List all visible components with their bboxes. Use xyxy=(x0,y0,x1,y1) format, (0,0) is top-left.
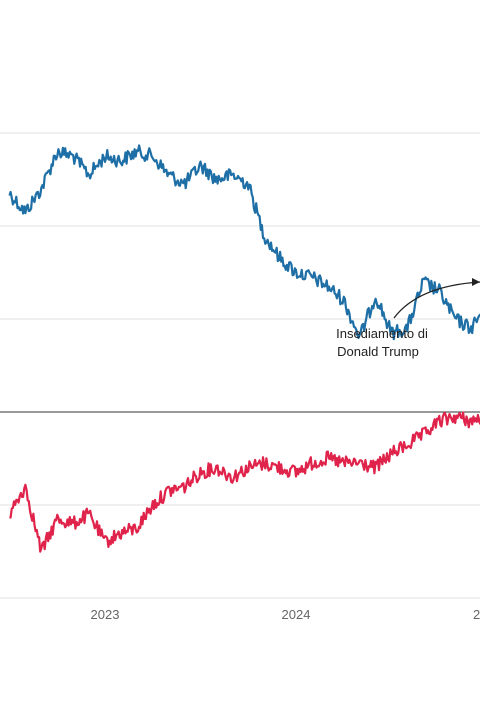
x-tick-label: 2 xyxy=(473,607,480,622)
x-tick-label: 2023 xyxy=(91,607,120,622)
blue-series xyxy=(8,144,480,341)
top-panel: Insediamento di Donald Trump xyxy=(0,132,480,359)
annotation-line-1: Insediamento di xyxy=(336,326,428,341)
annotation: Insediamento di Donald Trump xyxy=(336,278,480,359)
annotation-line-2: Donald Trump xyxy=(337,344,419,359)
bottom-panel xyxy=(0,411,480,599)
x-axis: 2023 2024 2 xyxy=(91,607,480,622)
red-series xyxy=(9,411,480,553)
annotation-arrowhead xyxy=(472,278,480,286)
blue-series-line xyxy=(8,144,480,341)
x-tick-label: 2024 xyxy=(282,607,311,622)
annotation-arrow xyxy=(393,281,480,319)
red-series-line xyxy=(9,411,480,553)
